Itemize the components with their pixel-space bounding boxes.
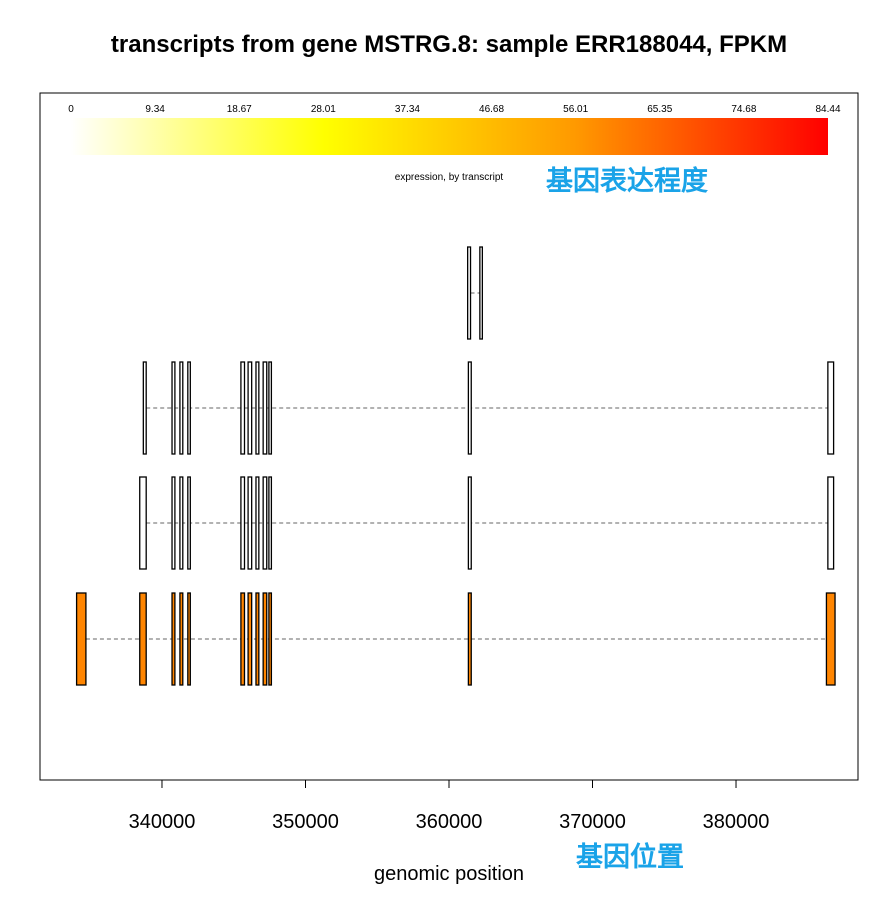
- exon: [262, 361, 268, 455]
- plot-frame: [39, 92, 859, 781]
- expression-annotation: 基因表达程度: [546, 165, 708, 197]
- transcript-row: [467, 246, 484, 340]
- exon: [262, 476, 268, 570]
- exon: [240, 592, 246, 686]
- color-scale-tick-label: 0: [68, 104, 74, 115]
- color-scale-tick-label: 56.01: [563, 104, 588, 115]
- exon: [240, 476, 246, 570]
- exon: [467, 476, 472, 570]
- x-tick-label: 360000: [416, 811, 483, 833]
- exon: [75, 592, 87, 686]
- exon: [240, 361, 246, 455]
- exon: [171, 592, 176, 686]
- exon: [825, 592, 836, 686]
- exon: [262, 592, 268, 686]
- transcript-row: [142, 361, 835, 455]
- exon: [467, 361, 472, 455]
- exon: [268, 361, 273, 455]
- color-scale-tick-label: 18.67: [227, 104, 252, 115]
- color-scale-tick-label: 65.35: [647, 104, 672, 115]
- exon: [187, 361, 191, 455]
- color-scale-tick-label: 9.34: [145, 104, 165, 115]
- color-scale-tick-label: 37.34: [395, 104, 420, 115]
- color-scale-bar: [71, 118, 828, 155]
- x-tick-label: 340000: [129, 811, 196, 833]
- x-tick-label: 370000: [559, 811, 626, 833]
- exon: [179, 592, 184, 686]
- x-tick-label: 350000: [272, 811, 339, 833]
- exon: [268, 592, 273, 686]
- color-scale-ticks: 0 9.34 18.67 28.01 37.34 46.68 56.01 65.35 74.68…: [68, 104, 841, 115]
- exon: [247, 592, 253, 686]
- exon: [179, 476, 184, 570]
- position-annotation: 基因位置: [576, 841, 684, 873]
- exon: [255, 361, 260, 455]
- exon: [187, 592, 191, 686]
- exon: [268, 476, 273, 570]
- color-scale-tick-label: 74.68: [731, 104, 756, 115]
- exon: [467, 246, 472, 340]
- exon: [255, 592, 260, 686]
- exon: [827, 476, 835, 570]
- transcript-row: [75, 592, 836, 686]
- exon: [467, 592, 472, 686]
- exon: [479, 246, 484, 340]
- color-scale-tick-label: 84.44: [815, 104, 840, 115]
- exon: [247, 361, 253, 455]
- exon: [171, 476, 176, 570]
- exon: [171, 361, 176, 455]
- exon: [247, 476, 253, 570]
- exon: [187, 476, 191, 570]
- exon: [255, 476, 260, 570]
- chart-title: transcripts from gene MSTRG.8: sample ER…: [111, 31, 787, 58]
- color-scale-tick-label: 28.01: [311, 104, 336, 115]
- transcript-row: [139, 476, 835, 570]
- color-scale-label: expression, by transcript: [395, 172, 504, 183]
- x-axis-label: genomic position: [374, 863, 524, 885]
- exon: [142, 361, 147, 455]
- exon: [179, 361, 184, 455]
- exon: [139, 592, 147, 686]
- x-tick-label: 380000: [703, 811, 770, 833]
- exon: [827, 361, 835, 455]
- transcripts-group: [75, 246, 836, 686]
- exon: [139, 476, 147, 570]
- color-scale-tick-label: 46.68: [479, 104, 504, 115]
- x-axis: 340000 350000 360000 370000 380000: [129, 779, 770, 833]
